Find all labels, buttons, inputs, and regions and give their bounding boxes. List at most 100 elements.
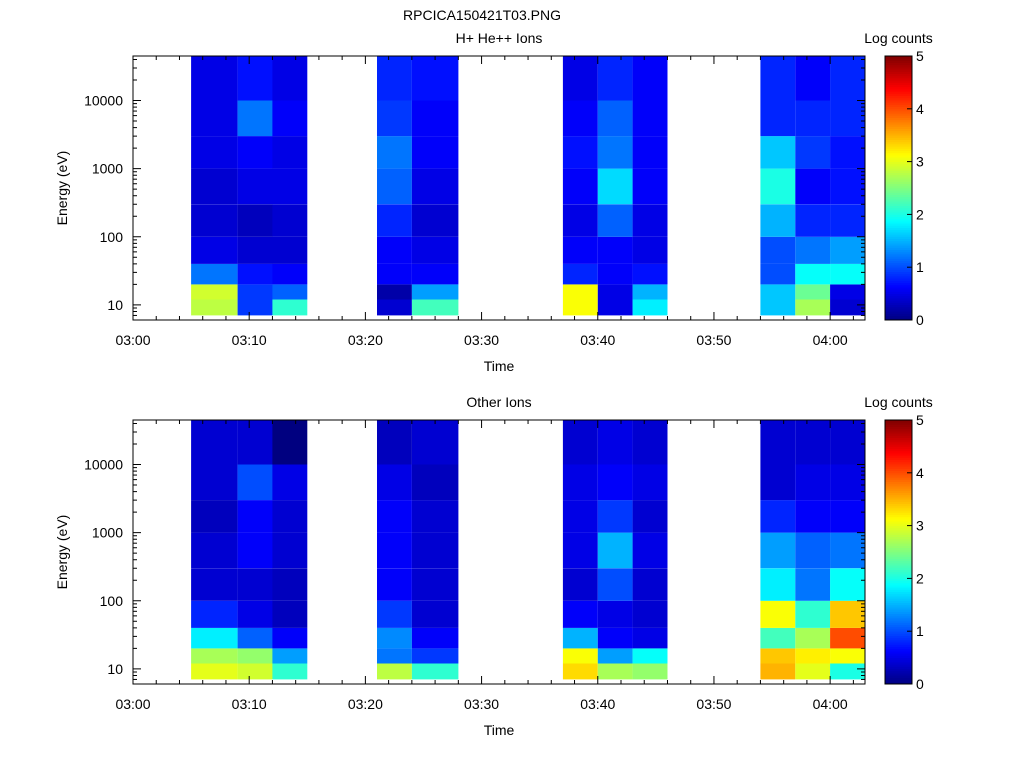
colorbar-swatch <box>885 479 912 482</box>
colorbar-swatch <box>885 249 912 253</box>
heatmap-cell <box>272 600 308 628</box>
heatmap-cell <box>191 663 238 680</box>
colorbar-swatch <box>885 499 912 502</box>
heatmap-cell <box>272 464 308 501</box>
heatmap-cell <box>760 263 796 285</box>
x-tick-label: 03:30 <box>464 696 499 712</box>
colorbar-swatch <box>885 75 912 79</box>
colorbar-swatch <box>885 104 912 107</box>
x-tick-label: 03:30 <box>464 332 499 348</box>
heatmap-cell <box>272 420 308 465</box>
colorbar-swatch <box>885 609 912 612</box>
heatmap-cell <box>191 100 238 137</box>
colorbar-swatch <box>885 659 912 663</box>
colorbar-swatch <box>885 315 912 319</box>
heatmap-cell <box>377 100 412 137</box>
colorbar-swatch <box>885 185 912 189</box>
colorbar-tick-label: 0 <box>916 312 924 328</box>
colorbar-swatch <box>885 635 912 639</box>
colorbar-swatch <box>885 453 912 456</box>
heatmap-cell <box>562 420 598 465</box>
colorbar-swatch <box>885 214 912 217</box>
heatmap-cell <box>632 168 668 205</box>
heatmap-cell <box>377 420 412 465</box>
heatmap-cell <box>795 663 831 680</box>
x-tick-label: 04:00 <box>813 696 848 712</box>
colorbar-swatch <box>885 276 912 279</box>
heatmap-cell <box>597 568 633 601</box>
colorbar-swatch <box>885 596 912 599</box>
colorbar-swatch <box>885 521 912 524</box>
colorbar-swatch <box>885 624 912 628</box>
heatmap-cell <box>377 56 412 101</box>
heatmap-cell <box>562 136 598 169</box>
heatmap-cell <box>411 532 459 569</box>
colorbar-swatch <box>885 611 912 614</box>
colorbar-swatch <box>885 64 912 68</box>
colorbar-swatch <box>885 62 912 66</box>
colorbar-swatch <box>885 600 912 603</box>
plot-frame <box>132 55 866 321</box>
heatmap-cell <box>562 568 598 601</box>
colorbar-swatch <box>885 130 912 134</box>
heatmap-cell <box>191 284 238 300</box>
heatmap-cell <box>760 299 796 316</box>
heatmap-cell <box>411 600 459 628</box>
colorbar-swatch <box>885 615 912 619</box>
colorbar-swatch <box>885 633 912 636</box>
x-tick-label: 03:00 <box>115 332 150 348</box>
colorbar-swatch <box>885 139 912 143</box>
colorbar-swatch <box>885 505 912 509</box>
heatmap-cell <box>191 648 238 664</box>
heatmap-cell <box>632 284 668 300</box>
heatmap-cell <box>237 500 273 533</box>
colorbar-swatch <box>885 298 912 301</box>
y-tick-label: 10 <box>107 661 123 677</box>
colorbar-swatch <box>885 203 912 206</box>
x-tick-label: 03:20 <box>348 696 383 712</box>
colorbar-swatch <box>885 428 912 432</box>
colorbar-swatch <box>885 587 912 590</box>
heatmap-cell <box>377 500 412 533</box>
colorbar-swatch <box>885 243 912 246</box>
colorbar-swatch <box>885 183 912 187</box>
heatmap-cell <box>562 204 598 237</box>
heatmap-cell <box>237 204 273 237</box>
heatmap-cell <box>830 299 865 316</box>
heatmap-cell <box>272 532 308 569</box>
colorbar-swatch <box>885 106 912 110</box>
colorbar-swatch <box>885 488 912 491</box>
colorbar-swatch <box>885 422 912 425</box>
colorbar: 0 1 2 3 4 5 Log counts <box>864 394 933 692</box>
heatmap-cell <box>632 299 668 316</box>
heatmap-cell <box>760 168 796 205</box>
heatmap-cell <box>191 56 238 101</box>
heatmap-cell <box>795 464 831 501</box>
heatmap-cell <box>597 299 633 316</box>
panel-2: Other Ions 03:00 03:10 03:20 03:30 03:40 03:50… <box>54 394 933 738</box>
panel-title: H+ He++ Ions <box>456 30 543 46</box>
heatmap-cells <box>191 56 865 316</box>
colorbar-swatch <box>885 446 912 449</box>
colorbar-swatch <box>885 78 912 81</box>
colorbar-swatch <box>885 481 912 485</box>
heatmap-cell <box>795 648 831 664</box>
heatmap-cell <box>597 168 633 205</box>
colorbar-swatch <box>885 67 912 70</box>
colorbar-swatch <box>885 150 912 154</box>
colorbar-swatch <box>885 670 912 674</box>
colorbar-swatch <box>885 199 912 202</box>
colorbar-swatch <box>885 172 912 176</box>
colorbar-swatch <box>885 420 912 423</box>
colorbar-swatch <box>885 466 912 469</box>
colorbar-swatch <box>885 295 912 299</box>
colorbar-swatch <box>885 100 912 103</box>
colorbar-swatch <box>885 260 912 264</box>
heatmap-cell <box>237 168 273 205</box>
colorbar-swatch <box>885 181 912 184</box>
heatmap-cell <box>191 464 238 501</box>
colorbar-swatch <box>885 560 912 564</box>
colorbar-swatch <box>885 431 912 434</box>
colorbar-swatch <box>885 646 912 650</box>
colorbar-tick-label: 1 <box>916 259 924 275</box>
